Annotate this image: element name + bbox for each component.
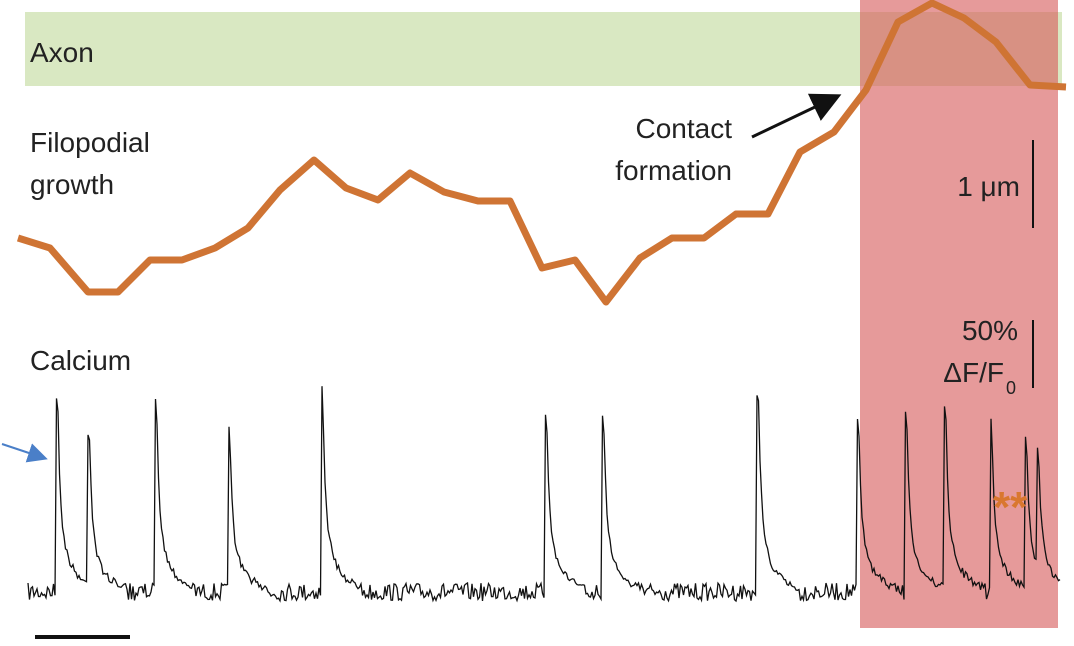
asterisks: ** <box>993 483 1028 532</box>
growth-label: growth <box>30 169 114 200</box>
scale-subscript: 0 <box>1006 378 1016 398</box>
scale-label: ΔF/F <box>943 357 1004 388</box>
calcium-label: Calcium <box>30 345 131 376</box>
contact-arrow <box>751 93 842 139</box>
contact-region <box>860 0 1058 628</box>
axon-label: Axon <box>30 37 94 68</box>
growth-trace <box>16 0 1067 306</box>
calcium-trace <box>27 386 1061 603</box>
scale-label: 50% <box>962 315 1018 346</box>
contact-label: Contact <box>636 113 733 144</box>
pointer-arrow <box>1 443 48 463</box>
scale-label: 1 μm <box>957 171 1020 202</box>
contact-label: formation <box>615 155 732 186</box>
growth-label: Filopodial <box>30 127 150 158</box>
